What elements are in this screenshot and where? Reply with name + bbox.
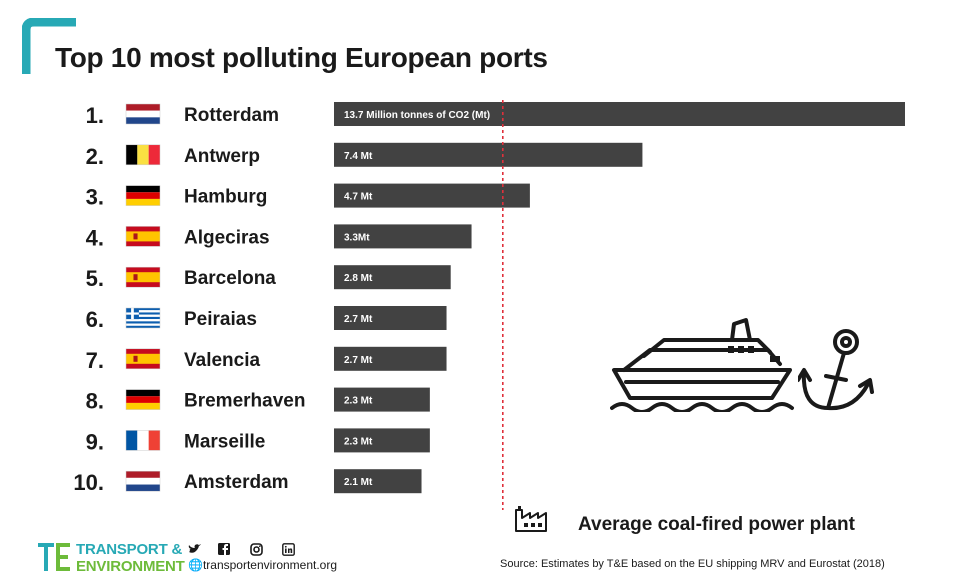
twitter-icon[interactable]: [188, 543, 202, 555]
bar: [334, 142, 643, 167]
ship-icon: [610, 318, 794, 412]
bar-value-label: 3.3Mt: [344, 232, 370, 243]
bar: [334, 102, 905, 126]
bar-value-label: 2.8 Mt: [344, 273, 373, 284]
linkedin-icon[interactable]: [282, 543, 295, 556]
bar-chart: 1. Rotterdam 13.7 Million tonnes of CO2 (M…: [73, 100, 905, 510]
bar: [334, 387, 430, 412]
flag-netherlands-icon: [125, 470, 161, 492]
bar: [334, 265, 451, 290]
flag-france-icon: [125, 430, 161, 451]
port-name: Marseille: [184, 431, 265, 452]
rank-label: 10.: [73, 470, 104, 495]
bar-value-label: 7.4 Mt: [344, 151, 373, 162]
chart-title: Top 10 most polluting European ports: [55, 42, 548, 73]
flag-germany-icon: [125, 185, 161, 206]
legend-label: Average coal-fired power plant: [578, 514, 855, 535]
rank-label: 5.: [86, 266, 104, 291]
facebook-icon[interactable]: [218, 543, 230, 555]
flag-netherlands-icon: [125, 103, 161, 125]
bar: [334, 183, 530, 208]
rank-label: 2.: [86, 144, 104, 169]
flag-germany-icon: [125, 389, 161, 410]
brand-line-2: ENVIRONMENT: [76, 558, 185, 575]
port-name: Algeciras: [184, 227, 270, 248]
port-name: Peiraias: [184, 309, 257, 330]
bar: [334, 428, 430, 453]
bar-value-label: 2.7 Mt: [344, 314, 373, 325]
te-logo-icon: [38, 543, 70, 571]
bar-value-label: 2.1 Mt: [344, 477, 373, 488]
bar-value-label: 2.3 Mt: [344, 396, 373, 407]
flag-belgium-icon: [125, 144, 161, 166]
flag-greece-icon: [125, 307, 161, 329]
rank-label: 1.: [86, 103, 104, 128]
port-name: Bremerhaven: [184, 391, 305, 412]
rank-label: 4.: [86, 225, 104, 250]
website-text: transportenvironment.org: [202, 558, 338, 572]
bar-value-label: 2.3 Mt: [344, 436, 373, 447]
rank-label: 6.: [86, 307, 104, 332]
port-name: Antwerp: [184, 146, 260, 167]
bar-value-label: 13.7 Million tonnes of CO2 (Mt): [344, 110, 490, 121]
bar-value-label: 4.7 Mt: [344, 192, 373, 203]
rank-label: 8.: [86, 389, 104, 414]
port-name: Valencia: [184, 350, 260, 371]
flag-spain-icon: [125, 266, 161, 288]
flag-spain-icon: [125, 226, 161, 247]
rank-label: 9.: [86, 429, 104, 454]
globe-icon: 🌐: [188, 558, 203, 572]
bar-value-label: 2.7 Mt: [344, 355, 373, 366]
port-name: Hamburg: [184, 187, 267, 208]
bar: [334, 469, 422, 494]
port-name: Amsterdam: [184, 472, 289, 493]
source-note: Source: Estimates by T&E based on the EU…: [500, 558, 885, 570]
website-link[interactable]: 🌐transportenvironment.org: [188, 558, 337, 572]
port-name: Rotterdam: [184, 105, 279, 126]
brand-line-1: TRANSPORT &: [76, 541, 183, 558]
corner-bracket-icon: [22, 18, 76, 74]
rank-label: 7.: [86, 348, 104, 373]
rank-label: 3.: [86, 185, 104, 210]
bar: [334, 224, 472, 249]
flag-spain-icon: [125, 348, 161, 370]
instagram-icon[interactable]: [250, 543, 263, 556]
bar: [334, 306, 447, 330]
port-name: Barcelona: [184, 268, 276, 289]
anchor-icon: [798, 329, 874, 411]
factory-icon: [515, 506, 547, 532]
bar: [334, 346, 447, 371]
